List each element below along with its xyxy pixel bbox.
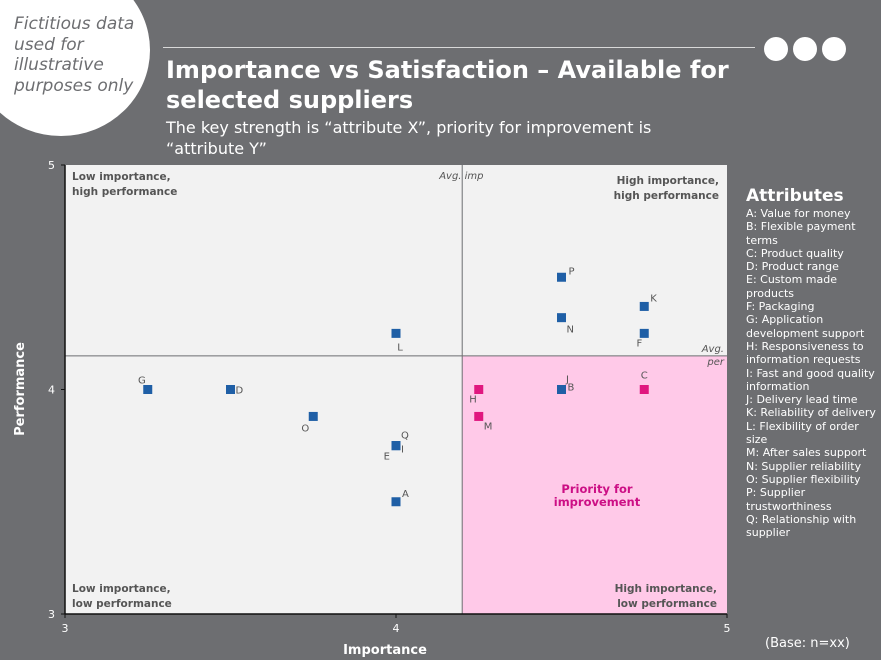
point-p	[557, 272, 566, 282]
point-label-h: H	[469, 395, 477, 406]
legend-item: F: Packaging	[746, 300, 815, 314]
point-label-k: K	[650, 293, 657, 304]
y-tick-label: 5	[48, 159, 55, 172]
point-label-d: D	[236, 386, 244, 397]
point-g	[143, 385, 153, 394]
quadrant-label-bottom-left: Low importance, low performance	[72, 583, 172, 610]
point-label-e: E	[384, 452, 390, 463]
legend-item: A: Value for money	[746, 207, 851, 220]
legend-title: Attributes	[746, 186, 844, 206]
point-label-p: P	[568, 266, 574, 277]
x-axis-label: Importance	[343, 643, 427, 658]
attributes-legend: Attributes A: Value for money B: Flexible…	[746, 186, 878, 539]
x-tick-label: 4	[393, 622, 400, 635]
point-label-g: G	[138, 376, 146, 387]
x-tick-label: 5	[724, 622, 731, 635]
point-label-f: F	[636, 338, 642, 349]
quadrant-label-top-left: Low importance, high performance	[72, 171, 177, 198]
point-j	[557, 385, 566, 394]
point-label-o: O	[301, 423, 309, 434]
point-label-n: N	[567, 325, 574, 336]
quadrant-label-bottom-right-line: High importance,	[615, 583, 717, 595]
page-subtitle: The key strength is “attribute X”, prior…	[166, 118, 652, 158]
point-label-l: L	[397, 342, 403, 353]
quadrant-label-bottom-right: High importance, low performance	[615, 583, 717, 610]
point-label-m: M	[484, 421, 493, 432]
point-label-q: Q	[401, 431, 409, 442]
quadrant-label-top-left-line: high performance	[72, 186, 177, 198]
point-n	[557, 313, 566, 323]
point-label-b: B	[568, 383, 575, 394]
legend-item: K: Reliability of delivery	[746, 406, 876, 420]
legend-item: J: Delivery lead time	[746, 393, 858, 407]
quadrant-label-top-right-line: High importance,	[617, 175, 719, 187]
priority-label-line: Priority for	[561, 482, 632, 496]
legend-item: E: Custom made products	[746, 273, 837, 300]
point-l	[391, 328, 401, 338]
legend-item: G: Application development support	[746, 313, 865, 340]
legend-item: H: Responsiveness to information request…	[746, 339, 864, 367]
y-axis-label: Performance	[13, 342, 28, 436]
legend-list: A: Value for money B: Flexible payment te…	[746, 207, 878, 539]
quadrant-label-bottom-left-line: low performance	[72, 598, 172, 610]
logo-dot	[793, 37, 817, 61]
point-a	[391, 497, 401, 507]
point-q	[391, 441, 401, 451]
point-f	[639, 328, 649, 338]
point-label-j: J	[565, 375, 569, 386]
legend-item: O: Supplier flexibility	[746, 472, 861, 486]
quadrant-label-bottom-right-line: low performance	[617, 598, 717, 610]
point-label-c: C	[641, 371, 648, 382]
y-tick-label: 3	[48, 608, 55, 621]
point-k	[639, 301, 649, 311]
disclaimer-text: Fictitious data used for illustrative pu…	[14, 14, 135, 96]
page-title: Importance vs Satisfaction – Available f…	[166, 56, 729, 114]
point-label-i: I	[401, 445, 404, 456]
legend-item: P: Supplier trustworthiness	[746, 486, 832, 513]
quadrant-label-top-left-line: Low importance,	[72, 171, 171, 183]
legend-item: C: Product quality	[746, 246, 844, 260]
quadrant-label-top-right-line: high performance	[614, 190, 719, 202]
priority-label: Priority for improvement	[554, 482, 641, 509]
avg-performance-label-line: Avg.	[701, 344, 724, 355]
logo-dot	[822, 37, 846, 61]
legend-item: D: Product range	[746, 260, 839, 274]
logo-dot	[764, 37, 788, 61]
point-m	[474, 411, 484, 421]
avg-performance-label-line: per	[706, 357, 725, 368]
y-tick-label: 4	[48, 384, 55, 397]
point-label-a: A	[402, 489, 409, 500]
legend-item: M: After sales support	[746, 446, 867, 460]
title-divider	[163, 47, 755, 48]
base-note: (Base: n=xx)	[765, 636, 850, 651]
priority-label-line: improvement	[554, 495, 641, 509]
quadrant-label-bottom-left-line: Low importance,	[72, 583, 171, 595]
avg-importance-label: Avg. imp	[438, 171, 483, 182]
priority-region	[462, 355, 727, 614]
point-o	[308, 411, 318, 421]
legend-item: L: Flexibility of order size	[746, 419, 859, 447]
point-d	[226, 385, 235, 394]
legend-item: B: Flexible payment terms	[746, 220, 856, 247]
point-c	[639, 385, 649, 394]
legend-item: Q: Relationship with supplier	[746, 512, 857, 540]
logo-dots	[764, 37, 846, 61]
quadrant-label-top-right: High importance, high performance	[614, 175, 719, 202]
legend-item: I: Fast and good quality information	[746, 366, 875, 393]
legend-item: N: Supplier reliability	[746, 459, 862, 473]
x-tick-label: 3	[62, 622, 69, 635]
avg-performance-label: Avg. per	[701, 344, 725, 368]
point-h	[474, 385, 484, 394]
